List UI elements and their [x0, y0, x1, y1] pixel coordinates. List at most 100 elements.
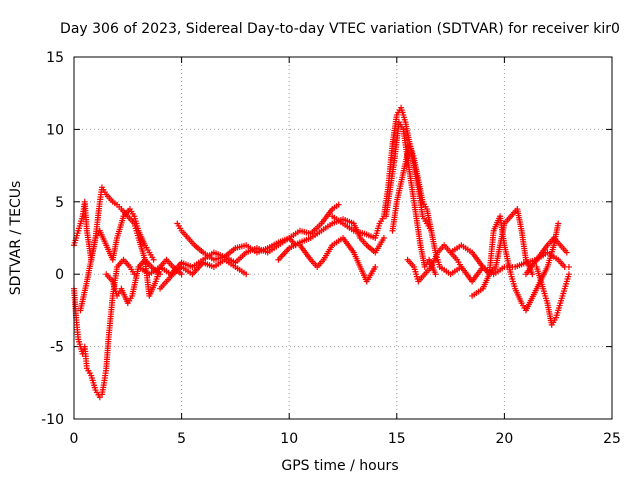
data-point — [372, 235, 379, 241]
data-point — [415, 278, 422, 285]
data-point — [221, 256, 228, 263]
data-point — [512, 285, 519, 292]
data-point — [557, 300, 564, 307]
data-point — [75, 227, 82, 234]
data-point — [114, 201, 121, 208]
data-point — [157, 263, 164, 270]
data-point — [533, 285, 540, 292]
data-point — [103, 242, 110, 249]
data-point — [454, 256, 461, 263]
data-point — [561, 285, 568, 292]
x-tick-label: 10 — [280, 431, 298, 447]
data-point — [103, 271, 110, 278]
data-point — [393, 111, 400, 118]
data-point — [174, 220, 181, 227]
data-point — [120, 256, 127, 263]
data-point — [533, 263, 540, 270]
data-point — [210, 256, 217, 263]
data-point — [150, 256, 157, 263]
y-axis-label: SDTVAR / TECUs — [8, 181, 24, 296]
data-point — [501, 242, 508, 249]
data-point — [114, 263, 121, 270]
data-point — [544, 242, 551, 249]
data-point — [126, 263, 133, 270]
data-point — [428, 263, 435, 270]
data-point — [329, 242, 336, 249]
data-point — [411, 263, 418, 270]
data-point — [169, 271, 176, 278]
x-tick-label: 0 — [70, 431, 79, 447]
data-point — [518, 300, 525, 307]
series-trace-p — [471, 215, 561, 312]
data-point — [243, 249, 250, 256]
data-point — [286, 235, 293, 241]
data-point — [402, 119, 409, 126]
data-point — [391, 155, 398, 162]
data-point — [318, 220, 325, 227]
data-point — [544, 263, 551, 270]
data-point — [447, 271, 454, 278]
data-point — [404, 256, 411, 263]
y-tick-label: -10 — [41, 412, 64, 428]
data-point — [178, 271, 185, 278]
x-tick-label: 25 — [603, 431, 621, 447]
data-point — [146, 271, 153, 278]
data-point — [507, 213, 514, 220]
data-point — [340, 220, 346, 227]
data-point — [555, 256, 562, 263]
data-point — [518, 227, 525, 234]
data-point — [92, 387, 99, 394]
data-point — [275, 242, 282, 249]
data-point — [88, 372, 95, 379]
data-point — [109, 198, 116, 205]
data-point — [163, 256, 170, 263]
data-point — [544, 249, 551, 256]
data-point — [320, 256, 327, 263]
data-point — [550, 235, 557, 241]
y-tick-label: 10 — [46, 122, 64, 138]
data-point — [189, 271, 196, 278]
data-point — [318, 227, 325, 234]
data-point — [210, 263, 217, 270]
data-point — [469, 249, 476, 256]
data-point — [548, 321, 555, 328]
data-point — [522, 271, 529, 278]
data-point — [118, 206, 125, 213]
data-point — [114, 235, 121, 241]
data-point — [406, 140, 413, 147]
data-point — [253, 245, 260, 252]
data-point — [103, 365, 110, 372]
chart-title: Day 306 of 2023, Sidereal Day-to-day VTE… — [60, 21, 620, 37]
data-point — [189, 263, 196, 270]
data-point — [103, 191, 110, 198]
data-point — [124, 300, 131, 307]
x-tick-labels: 0 5 10 15 20 25 — [70, 431, 621, 447]
data-point — [441, 242, 448, 249]
data-point — [200, 249, 207, 256]
data-point — [88, 256, 95, 263]
data-point — [152, 278, 159, 285]
data-point — [129, 292, 136, 299]
data-point — [109, 278, 116, 285]
series-trace-c — [77, 207, 156, 312]
data-point — [329, 206, 336, 213]
data-point — [423, 206, 430, 213]
data-point — [434, 249, 441, 256]
data-point — [514, 206, 521, 213]
series-trace-a — [71, 258, 136, 398]
x-tick-label: 15 — [388, 431, 406, 447]
data-point — [400, 126, 407, 133]
data-point — [243, 271, 250, 278]
data-point — [157, 285, 164, 292]
data-point — [497, 213, 504, 220]
data-point — [105, 336, 112, 343]
data-point — [565, 263, 572, 270]
data-point — [490, 227, 497, 234]
y-tick-labels: -10 -5 0 5 10 15 — [41, 50, 64, 428]
data-point — [479, 285, 486, 292]
data-point — [314, 263, 321, 270]
data-point — [389, 227, 396, 234]
data-points — [71, 104, 572, 401]
data-point — [421, 263, 428, 270]
data-point — [544, 300, 551, 307]
